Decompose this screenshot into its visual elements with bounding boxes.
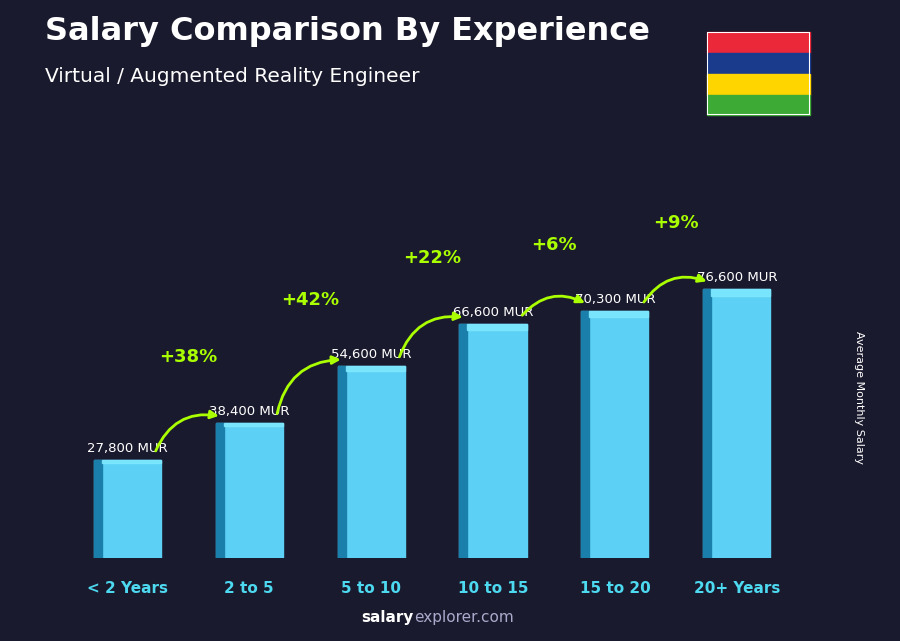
Text: Salary Comparison By Experience: Salary Comparison By Experience	[45, 16, 650, 47]
Text: salary: salary	[362, 610, 414, 625]
Bar	[706, 94, 810, 115]
Bar	[338, 366, 346, 558]
Text: 70,300 MUR: 70,300 MUR	[574, 293, 655, 306]
Bar	[706, 74, 810, 94]
Text: 2 to 5: 2 to 5	[224, 581, 274, 596]
Bar	[590, 311, 648, 317]
Text: 54,600 MUR: 54,600 MUR	[331, 348, 411, 361]
Text: 27,800 MUR: 27,800 MUR	[86, 442, 167, 455]
Text: 10 to 15: 10 to 15	[458, 581, 528, 596]
Text: +38%: +38%	[159, 348, 217, 366]
Bar	[581, 311, 590, 558]
Text: 66,600 MUR: 66,600 MUR	[453, 306, 533, 319]
Text: 38,400 MUR: 38,400 MUR	[209, 405, 289, 418]
Bar	[216, 423, 283, 558]
Bar	[703, 289, 770, 558]
Bar	[706, 32, 810, 53]
Bar	[467, 324, 526, 330]
Text: +42%: +42%	[281, 292, 339, 310]
Bar	[703, 289, 711, 558]
Bar	[711, 289, 770, 296]
Bar	[459, 324, 526, 558]
Bar	[706, 53, 810, 74]
Text: < 2 Years: < 2 Years	[86, 581, 167, 596]
Text: 76,600 MUR: 76,600 MUR	[697, 271, 777, 284]
Text: +9%: +9%	[653, 214, 698, 232]
Bar	[102, 460, 161, 463]
Text: 15 to 20: 15 to 20	[580, 581, 651, 596]
Bar	[94, 460, 102, 558]
Text: Virtual / Augmented Reality Engineer: Virtual / Augmented Reality Engineer	[45, 67, 419, 87]
Bar	[216, 423, 223, 558]
Text: +22%: +22%	[403, 249, 461, 267]
Bar	[581, 311, 648, 558]
Text: Average Monthly Salary: Average Monthly Salary	[854, 331, 865, 464]
Bar	[346, 366, 405, 371]
Text: 5 to 10: 5 to 10	[341, 581, 401, 596]
Bar	[223, 423, 283, 426]
Bar	[94, 460, 161, 558]
Bar	[338, 366, 405, 558]
Text: explorer.com: explorer.com	[414, 610, 514, 625]
Text: +6%: +6%	[531, 237, 577, 254]
Text: 20+ Years: 20+ Years	[694, 581, 780, 596]
Bar	[459, 324, 467, 558]
